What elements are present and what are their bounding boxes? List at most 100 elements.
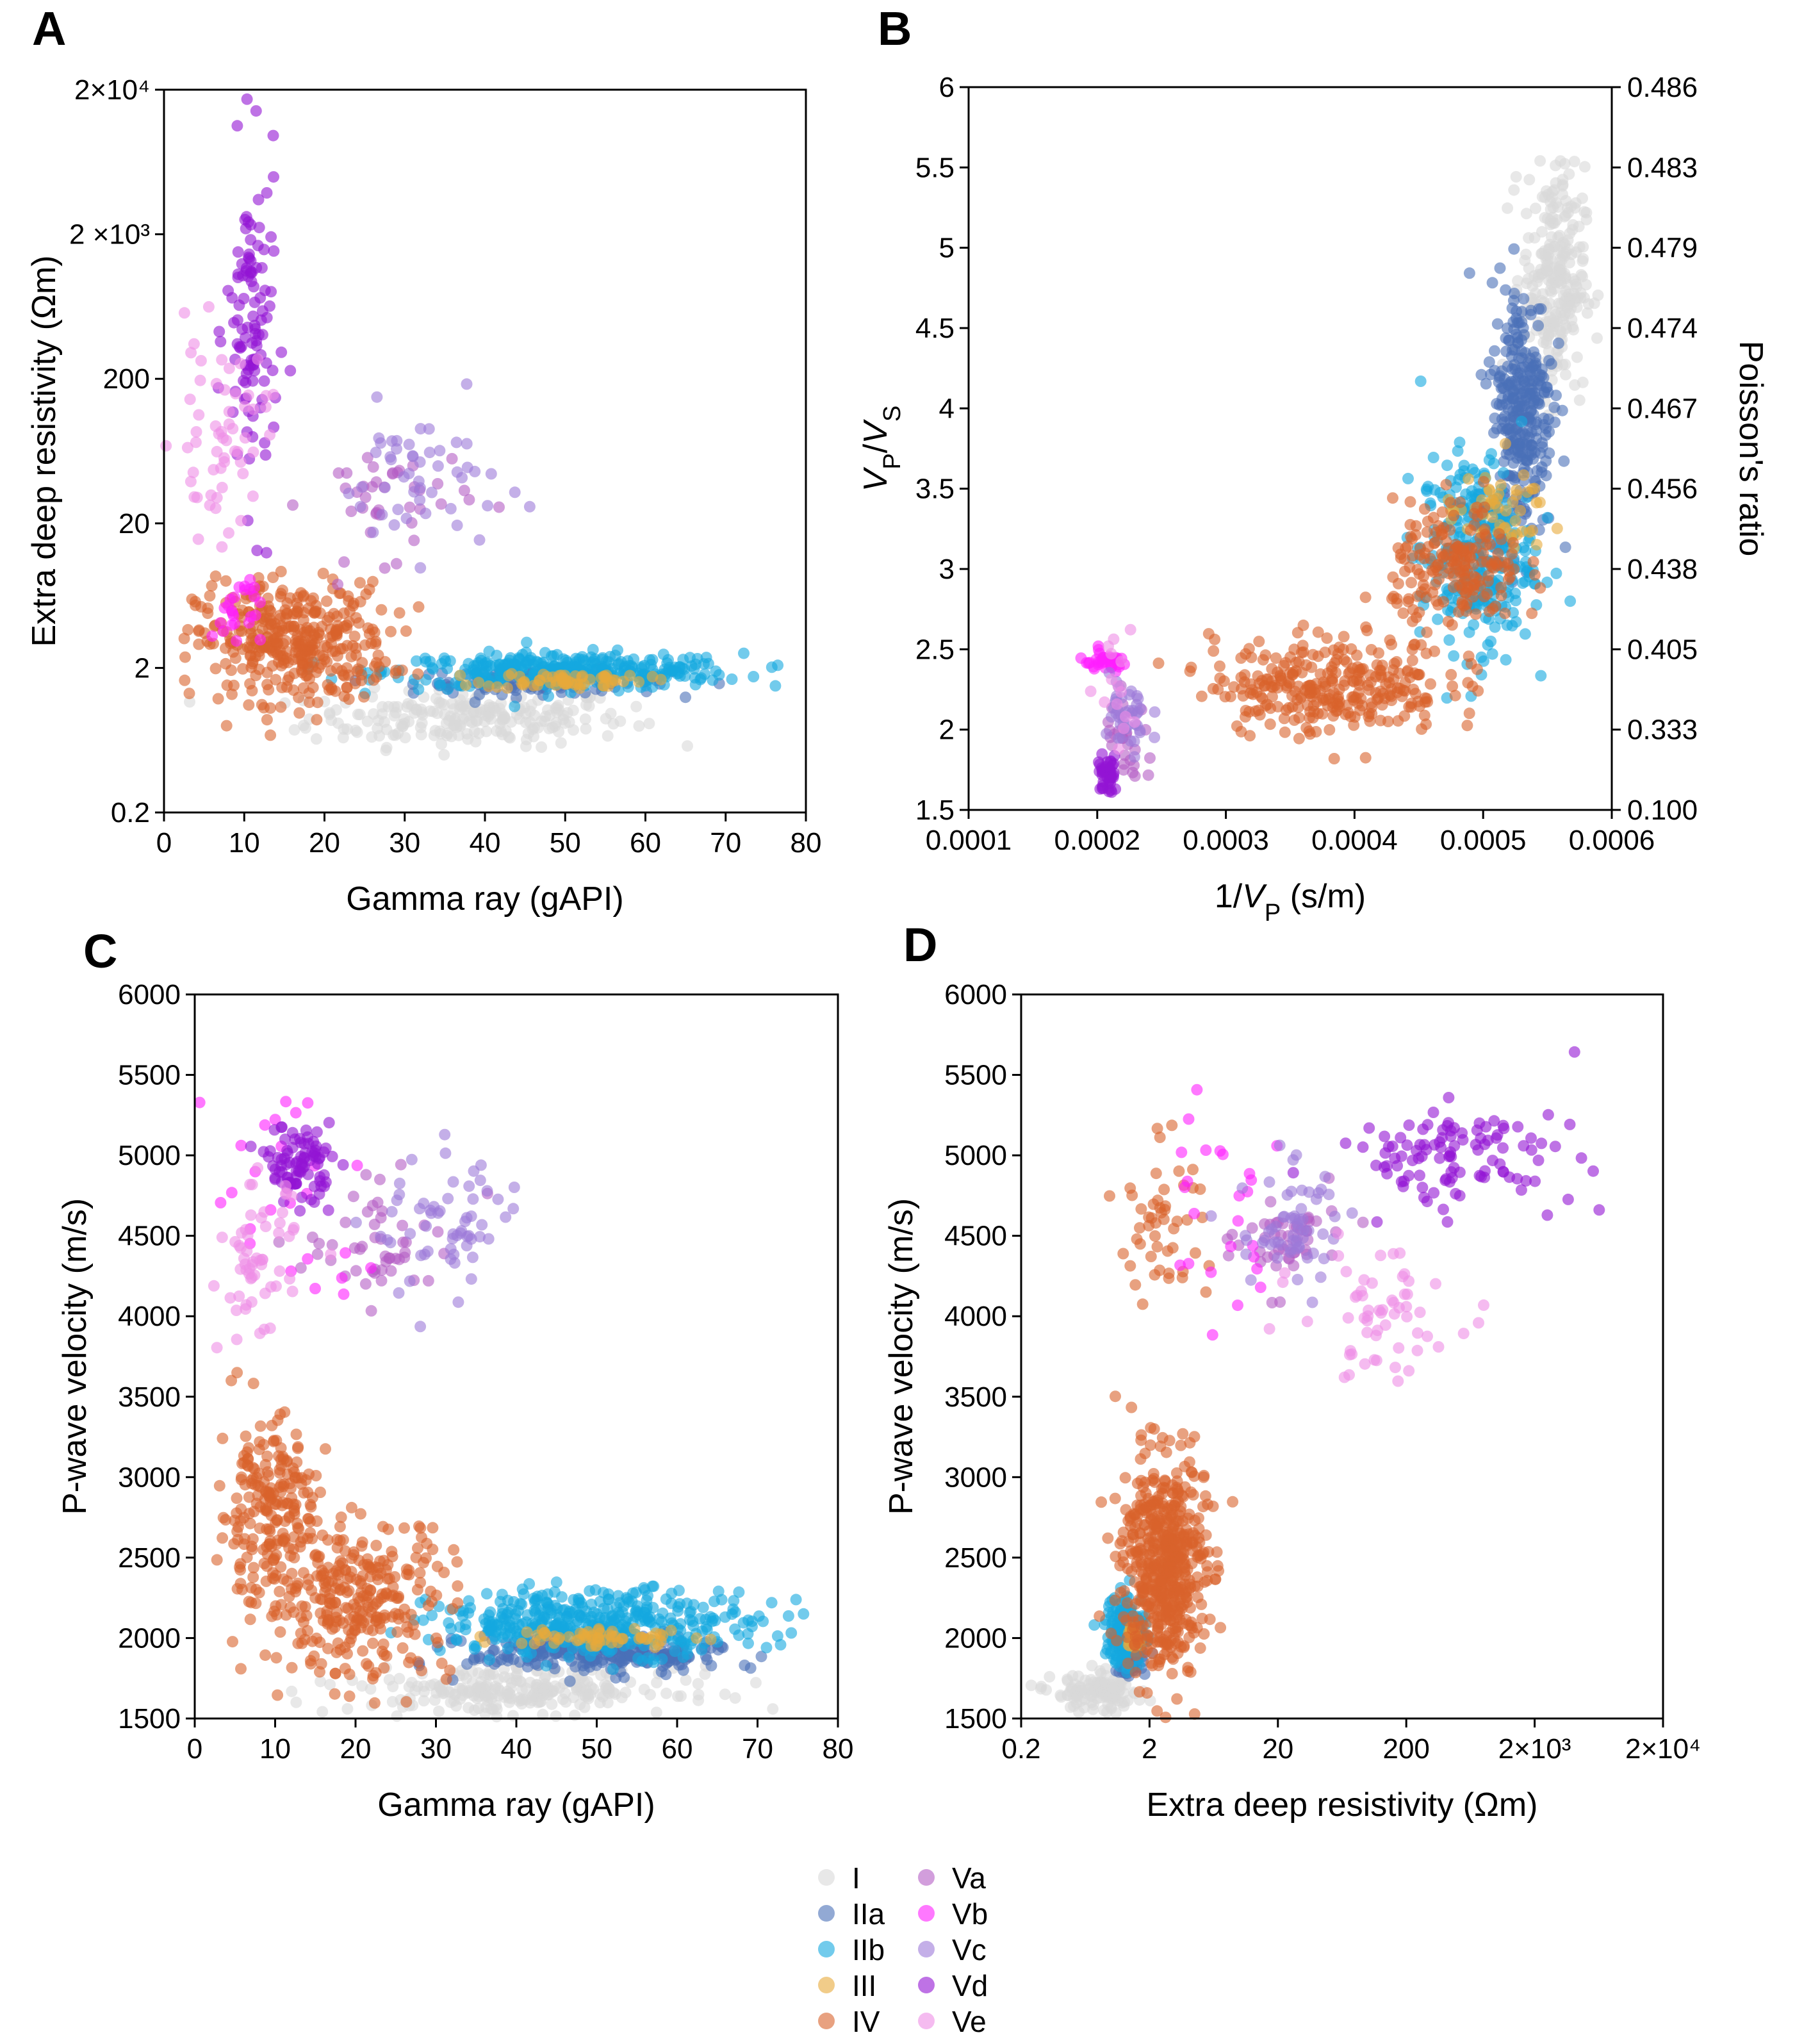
- data-point-Ve: [243, 1262, 256, 1274]
- data-point-Vd: [1103, 786, 1115, 798]
- data-point-Vd: [259, 449, 272, 461]
- data-point-IV: [263, 1469, 275, 1481]
- data-point-Vd: [243, 252, 256, 265]
- data-point-IIb: [660, 1593, 672, 1605]
- data-point-IV: [1388, 673, 1400, 685]
- data-point-IV: [342, 590, 354, 602]
- data-point-IV: [323, 611, 335, 623]
- data-point-IV: [370, 671, 382, 683]
- y-tick-label: 3: [939, 554, 955, 585]
- data-point-I: [1578, 161, 1591, 173]
- data-point-IV: [1264, 718, 1276, 730]
- data-point-IV: [220, 1513, 232, 1526]
- data-point-IV: [343, 1585, 355, 1597]
- data-point-IIa: [1525, 304, 1537, 317]
- data-point-I: [433, 696, 445, 709]
- data-point-IV: [329, 1688, 341, 1700]
- data-point-IV: [1272, 666, 1284, 679]
- data-point-IV: [385, 625, 397, 638]
- data-point-III: [591, 1639, 603, 1651]
- data-point-Vd: [231, 338, 243, 350]
- y2-tick-label: 0.483: [1627, 152, 1698, 183]
- data-point-I: [341, 723, 354, 735]
- data-point-Ve: [194, 374, 206, 386]
- data-point-IV: [263, 604, 275, 616]
- data-point-IV: [1355, 693, 1367, 705]
- data-point-Ve: [274, 1217, 286, 1229]
- data-point-IIb: [1422, 481, 1434, 493]
- data-point-Vb: [245, 611, 257, 623]
- x-tick-label: 0.0004: [1311, 825, 1398, 856]
- data-point-IV: [295, 1478, 307, 1490]
- data-point-Ve: [1124, 623, 1136, 636]
- data-point-IIa: [1494, 262, 1506, 274]
- data-point-I: [406, 1677, 418, 1688]
- data-point-Ve: [1119, 711, 1131, 723]
- data-point-IV: [1310, 726, 1322, 738]
- data-point-I: [438, 749, 450, 761]
- y-axis-label-part: V: [857, 419, 894, 444]
- data-point-IV: [303, 696, 315, 708]
- data-point-IV: [1387, 571, 1399, 583]
- data-point-IV: [292, 1441, 304, 1453]
- data-point-Ve: [178, 307, 190, 319]
- data-point-IV: [290, 1428, 302, 1440]
- data-point-IIb: [702, 657, 714, 670]
- data-point-I: [503, 731, 515, 743]
- data-point-IIb: [1500, 654, 1512, 666]
- data-point-Vc: [1149, 731, 1161, 743]
- data-point-IV: [1440, 479, 1452, 491]
- data-point-Vc: [473, 534, 486, 546]
- data-point-Vd: [326, 1150, 338, 1162]
- data-point-IIb: [697, 1601, 709, 1613]
- data-point-IV: [179, 674, 191, 686]
- data-point-I: [337, 732, 349, 744]
- data-point-I: [550, 702, 562, 714]
- data-point-IIa: [1463, 267, 1475, 279]
- data-point-I: [450, 713, 462, 725]
- data-point-IV: [345, 1501, 357, 1513]
- data-point-IV: [1476, 556, 1488, 568]
- data-point-IV: [411, 1584, 423, 1595]
- data-point-IV: [343, 1690, 356, 1702]
- data-point-IV: [265, 618, 277, 631]
- data-point-IV: [362, 1612, 374, 1624]
- data-point-IV: [1430, 595, 1443, 607]
- data-point-IIa: [1540, 422, 1552, 434]
- data-point-III: [473, 677, 485, 689]
- data-point-IIb: [573, 1609, 586, 1621]
- data-point-IV: [179, 651, 191, 663]
- data-point-IV: [1361, 625, 1373, 636]
- data-point-IV: [1529, 569, 1541, 581]
- data-point-IIb: [543, 690, 555, 702]
- data-point-III: [582, 1626, 594, 1638]
- data-point-Vc: [482, 500, 494, 512]
- y2-tick-label: 0.100: [1627, 795, 1698, 826]
- data-point-III: [521, 1626, 533, 1638]
- x-tick-label: 0.0003: [1183, 825, 1269, 856]
- data-point-IV: [293, 707, 306, 719]
- data-point-IIb: [642, 1590, 654, 1602]
- data-point-I: [456, 701, 468, 713]
- data-point-IV: [1406, 654, 1418, 666]
- data-point-Vb: [340, 1247, 352, 1259]
- data-point-I: [660, 1687, 673, 1699]
- data-point-IV: [302, 1573, 315, 1585]
- data-point-IV: [358, 691, 370, 703]
- data-point-Va: [354, 1243, 366, 1255]
- y-tick-label: 3000: [118, 1462, 181, 1493]
- data-point-IV: [412, 668, 424, 680]
- data-point-Ve: [258, 1323, 270, 1335]
- data-point-IV: [302, 1533, 314, 1544]
- data-point-IV: [286, 1661, 298, 1674]
- data-point-IIb: [594, 1611, 606, 1624]
- data-point-Va: [287, 499, 299, 511]
- data-point-IV: [1244, 730, 1256, 742]
- data-point-IV: [275, 566, 287, 577]
- data-point-IV: [1152, 657, 1165, 670]
- data-point-III: [562, 675, 575, 688]
- data-point-IV: [204, 589, 216, 602]
- data-point-IV: [284, 1478, 296, 1490]
- data-point-I: [505, 1677, 518, 1689]
- data-point-IV: [1416, 723, 1428, 735]
